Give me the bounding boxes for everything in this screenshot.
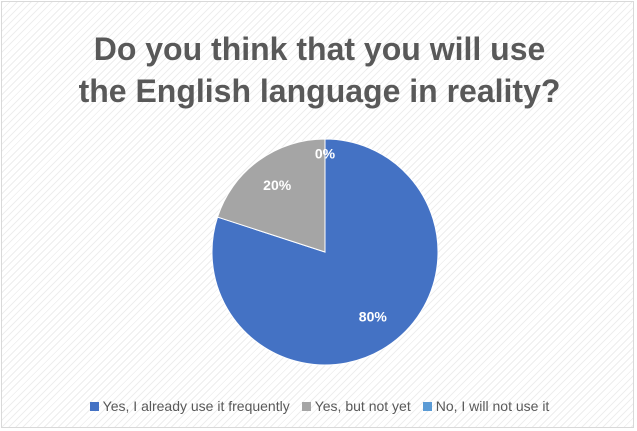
pie-slice [211, 138, 439, 366]
legend-item: No, I will not use it [422, 398, 550, 414]
pie-data-label: 20% [263, 177, 292, 193]
legend-label: Yes, I already use it frequently [102, 398, 290, 414]
legend-label: No, I will not use it [435, 398, 550, 414]
legend-swatch [301, 401, 311, 411]
legend-item: Yes, but not yet [301, 398, 411, 414]
chart-title-line-2: the English language in reality? [78, 73, 561, 109]
pie-data-label: 80% [359, 309, 388, 325]
legend-swatch [89, 401, 99, 411]
pie-slice [216, 138, 326, 253]
chart-legend: Yes, I already use it frequently Yes, bu… [2, 398, 637, 414]
pie-data-label: 0% [315, 146, 336, 162]
legend-label: Yes, but not yet [314, 398, 411, 414]
legend-item: Yes, I already use it frequently [89, 398, 290, 414]
legend-swatch [422, 401, 432, 411]
chart-title-line-1: Do you think that you will use [93, 31, 546, 67]
chart-title: Do you think that you will use the Engli… [2, 28, 637, 112]
